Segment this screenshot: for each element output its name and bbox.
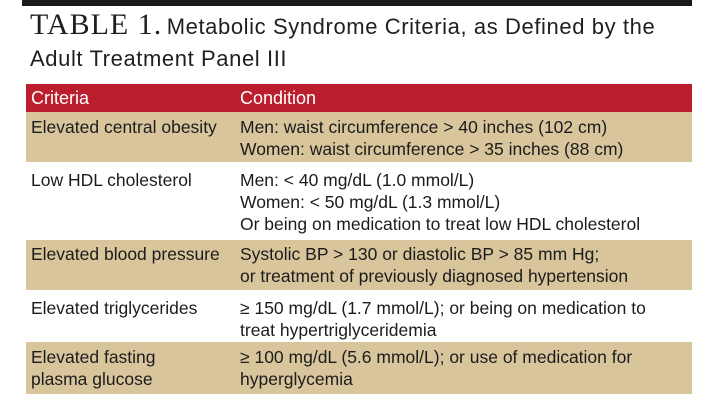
table-row: Elevated triglycerides ≥ 150 mg/dL (1.7 … bbox=[26, 293, 692, 340]
condition-line: ≥ 100 mg/dL (5.6 mmol/L); or use of medi… bbox=[240, 347, 633, 367]
condition-line: Women: waist circumference > 35 inches (… bbox=[240, 139, 624, 159]
row-criteria: Elevated fasting plasma glucose bbox=[31, 347, 156, 389]
condition-line: or treatment of previously diagnosed hyp… bbox=[240, 266, 629, 286]
row-divider bbox=[26, 162, 692, 165]
row-divider bbox=[26, 339, 692, 342]
row-condition: Systolic BP > 130 or diastolic BP > 85 m… bbox=[240, 243, 692, 290]
top-rule bbox=[22, 0, 692, 6]
table-header-row: Criteria Condition bbox=[26, 84, 692, 112]
row-divider bbox=[26, 290, 692, 293]
condition-line: Systolic BP > 130 or diastolic BP > 85 m… bbox=[240, 244, 600, 264]
row-criteria: Elevated triglycerides bbox=[31, 298, 198, 318]
row-condition: ≥ 150 mg/dL (1.7 mmol/L); or being on me… bbox=[240, 297, 692, 340]
table-title: TABLE 1. Metabolic Syndrome Criteria, as… bbox=[30, 10, 690, 76]
table-number-label: TABLE 1. bbox=[30, 8, 163, 41]
condition-line: Or being on medication to treat low HDL … bbox=[240, 214, 641, 234]
row-criteria: Low HDL cholesterol bbox=[31, 170, 192, 190]
table-row: Low HDL cholesterol Men: < 40 mg/dL (1.0… bbox=[26, 165, 692, 237]
condition-line: hyperglycemia bbox=[240, 369, 353, 389]
header-condition: Condition bbox=[240, 88, 317, 108]
table-row: Elevated blood pressure Systolic BP > 13… bbox=[26, 240, 692, 290]
condition-line: ≥ 150 mg/dL (1.7 mmol/L); or being on me… bbox=[240, 298, 646, 318]
table-caption: Metabolic Syndrome Criteria, as Defined … bbox=[30, 14, 656, 71]
condition-line: Men: < 40 mg/dL (1.0 mmol/L) bbox=[240, 170, 475, 190]
condition-line: Women: < 50 mg/dL (1.3 mmol/L) bbox=[240, 192, 501, 212]
header-criteria: Criteria bbox=[31, 88, 90, 108]
row-divider bbox=[26, 237, 692, 240]
table-row: Elevated fasting plasma glucose ≥ 100 mg… bbox=[26, 342, 692, 394]
row-criteria: Elevated blood pressure bbox=[31, 244, 220, 264]
row-condition: Men: waist circumference > 40 inches (10… bbox=[240, 116, 692, 162]
table-row: Elevated central obesity Men: waist circ… bbox=[26, 112, 692, 162]
criteria-table: Criteria Condition Elevated central obes… bbox=[26, 84, 692, 394]
condition-line: Men: waist circumference > 40 inches (10… bbox=[240, 117, 608, 137]
condition-line: treat hypertriglyceridemia bbox=[240, 320, 437, 340]
row-criteria: Elevated central obesity bbox=[31, 117, 217, 137]
row-condition: Men: < 40 mg/dL (1.0 mmol/L) Women: < 50… bbox=[240, 169, 692, 237]
row-condition: ≥ 100 mg/dL (5.6 mmol/L); or use of medi… bbox=[240, 346, 692, 394]
